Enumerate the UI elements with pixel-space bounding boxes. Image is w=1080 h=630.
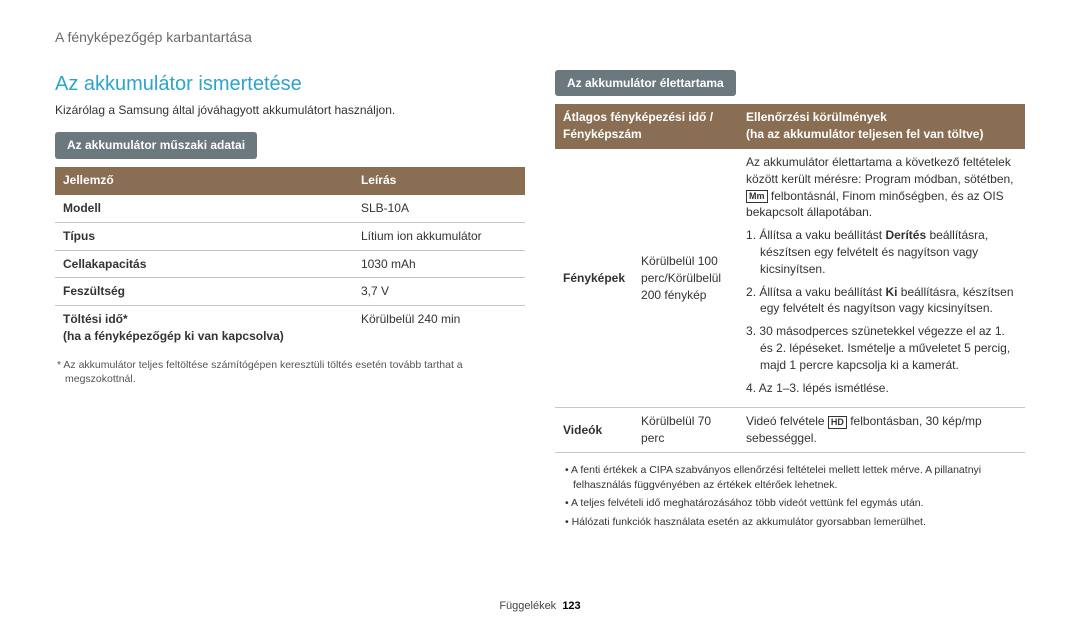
right-column: Az akkumulátor élettartama Átlagos fényk… — [555, 70, 1025, 533]
spec-label: Feszültség — [55, 278, 353, 306]
life-head-1a: Átlagos fényképezési idő / — [563, 110, 713, 124]
footnote: * Az akkumulátor teljes feltöltése számí… — [55, 358, 525, 387]
life-head-1: Átlagos fényképezési idő / Fényképszám — [555, 104, 738, 148]
section-title: Az akkumulátor ismertetése — [55, 70, 525, 98]
photos-intro-a: Az akkumulátor élettartama a következő f… — [746, 155, 1013, 186]
table-row: Modell SLB-10A — [55, 194, 525, 222]
life-rowhead-photos: Fényképek — [555, 148, 633, 407]
spec-tag: Az akkumulátor műszaki adatai — [55, 132, 257, 159]
resolution-icon: Mm — [746, 190, 768, 203]
hd-icon: HD — [828, 416, 847, 429]
list-item: 1. Állítsa a vaku beállítást Derítés beá… — [746, 227, 1017, 277]
spec-table: Jellemző Leírás Modell SLB-10A Típus Lít… — [55, 167, 525, 350]
list-item: 2. Állítsa a vaku beállítást Ki beállítá… — [746, 284, 1017, 318]
spec-head-2: Leírás — [353, 167, 525, 194]
life-tag: Az akkumulátor élettartama — [555, 70, 736, 97]
list-item: A fenti értékek a CIPA szabványos ellenő… — [565, 463, 1025, 493]
life-head-1b: Fényképszám — [563, 127, 642, 141]
table-row: Típus Lítium ion akkumulátor — [55, 222, 525, 250]
left-column: Az akkumulátor ismertetése Kizárólag a S… — [55, 70, 525, 533]
table-row: Fényképek Körülbelül 100 perc/Körülbelül… — [555, 148, 1025, 407]
life-desc-videos: Videó felvétele HD felbontásban, 30 kép/… — [738, 408, 1025, 453]
page-footer: Függelékek 123 — [0, 599, 1080, 614]
lead-text: Kizárólag a Samsung által jóváhagyott ak… — [55, 102, 525, 119]
spec-head-1: Jellemző — [55, 167, 353, 194]
spec-label: Típus — [55, 222, 353, 250]
life-rowhead-videos: Videók — [555, 408, 633, 453]
life-mid-photos: Körülbelül 100 perc/Körülbelül 200 fényk… — [633, 148, 738, 407]
spec-label-main: Töltési idő* — [63, 312, 128, 326]
list-item: Hálózati funkciók használata esetén az a… — [565, 515, 1025, 530]
photos-intro-b: felbontásnál, Finom minőségben, és az OI… — [746, 189, 1004, 220]
spec-label-sub: (ha a fényképezőgép ki van kapcsolva) — [63, 329, 284, 343]
spec-label: Töltési idő* (ha a fényképezőgép ki van … — [55, 306, 353, 350]
main-content: Az akkumulátor ismertetése Kizárólag a S… — [55, 70, 1025, 533]
spec-label: Cellakapacitás — [55, 250, 353, 278]
life-head-2b: (ha az akkumulátor teljesen fel van tölt… — [746, 127, 983, 141]
footer-label: Függelékek — [499, 600, 556, 612]
spec-value: Körülbelül 240 min — [353, 306, 525, 350]
table-row: Feszültség 3,7 V — [55, 278, 525, 306]
spec-value: SLB-10A — [353, 194, 525, 222]
list-item: A teljes felvételi idő meghatározásához … — [565, 496, 1025, 511]
spec-value: 1030 mAh — [353, 250, 525, 278]
table-row: Töltési idő* (ha a fényképezőgép ki van … — [55, 306, 525, 350]
table-row: Cellakapacitás 1030 mAh — [55, 250, 525, 278]
spec-value: 3,7 V — [353, 278, 525, 306]
life-head-2a: Ellenőrzési körülmények — [746, 110, 887, 124]
spec-value: Lítium ion akkumulátor — [353, 222, 525, 250]
videos-desc-a: Videó felvétele — [746, 414, 828, 428]
spec-label: Modell — [55, 194, 353, 222]
list-item: 3. 30 másodperces szünetekkel végezze el… — [746, 323, 1017, 373]
steps-list: 1. Állítsa a vaku beállítást Derítés beá… — [746, 227, 1017, 396]
footer-page: 123 — [562, 600, 580, 612]
life-table: Átlagos fényképezési idő / Fényképszám E… — [555, 104, 1025, 453]
life-head-2: Ellenőrzési körülmények (ha az akkumulát… — [738, 104, 1025, 148]
life-mid-videos: Körülbelül 70 perc — [633, 408, 738, 453]
list-item: 4. Az 1–3. lépés ismétlése. — [746, 380, 1017, 397]
breadcrumb: A fényképezőgép karbantartása — [55, 28, 1025, 48]
notes-list: A fenti értékek a CIPA szabványos ellenő… — [555, 463, 1025, 530]
life-desc-photos: Az akkumulátor élettartama a következő f… — [738, 148, 1025, 407]
table-row: Videók Körülbelül 70 perc Videó felvétel… — [555, 408, 1025, 453]
